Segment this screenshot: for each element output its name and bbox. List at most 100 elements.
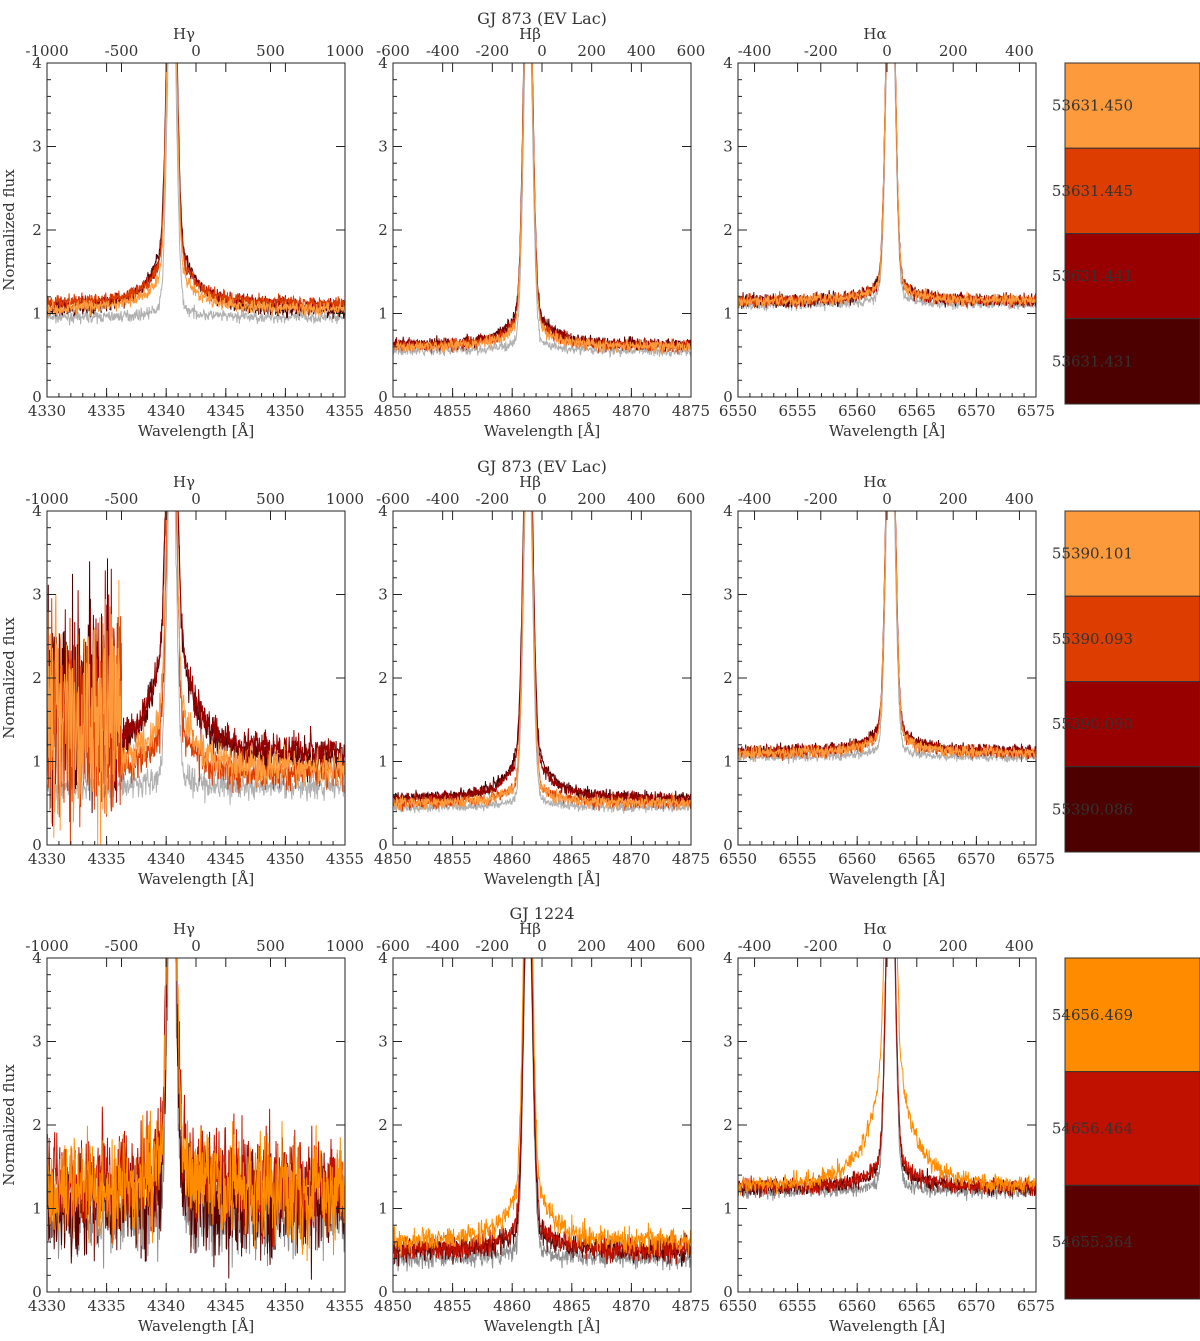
- v-tick-label: -400: [426, 42, 460, 60]
- v-tick-label: -1000: [25, 937, 68, 955]
- y-tick-label: 3: [32, 1033, 42, 1051]
- x-axis-label: Wavelength [Å]: [484, 422, 600, 440]
- v-tick-label: -500: [105, 937, 139, 955]
- y-tick-label: 1: [32, 753, 42, 771]
- v-tick-label: 0: [537, 490, 547, 508]
- x-tick-label: 4335: [88, 850, 126, 868]
- y-tick-label: 0: [723, 1283, 733, 1301]
- spectra: [738, 511, 1036, 765]
- v-tick-label: -400: [738, 490, 772, 508]
- x-tick-label: 6575: [1017, 850, 1055, 868]
- line-name: Hγ: [173, 920, 195, 938]
- v-tick-label: -600: [376, 490, 410, 508]
- y-tick-label: 0: [32, 836, 42, 854]
- spectrum-55390.093: [47, 511, 345, 845]
- spectrum-54656.469: [738, 958, 1036, 1196]
- v-tick-label: 200: [939, 490, 968, 508]
- spectrum-53631.450: [47, 63, 345, 317]
- y-tick-label: 0: [32, 1283, 42, 1301]
- spectra: [47, 958, 345, 1280]
- panel-2-1: 4850 4855 4860 4865 4870 4875 Wavelength [Å] -6…: [374, 920, 710, 1335]
- x-axis-label: Wavelength [Å]: [138, 1317, 254, 1335]
- x-tick-label: 4865: [553, 402, 591, 420]
- y-tick-label: 2: [378, 669, 388, 687]
- v-tick-label: 600: [677, 937, 706, 955]
- row-title: GJ 873 (EV Lac): [477, 457, 607, 476]
- v-tick-label: -600: [376, 937, 410, 955]
- spectrum-53631.445: [47, 63, 345, 311]
- y-tick-label: 4: [378, 949, 388, 967]
- legend-label: 53631.441: [1052, 267, 1133, 285]
- x-axis-label: Wavelength [Å]: [829, 422, 945, 440]
- spectrum-55390.090: [393, 511, 691, 807]
- line-name: Hγ: [173, 25, 195, 43]
- legend-label: 53631.450: [1052, 97, 1133, 115]
- y-tick-label: 3: [378, 1033, 388, 1051]
- row-0: GJ 873 (EV Lac)4330 4335 4340 4345 4350 4355W…: [0, 9, 1200, 440]
- v-tick-label: 0: [191, 490, 201, 508]
- row-title: GJ 1224: [510, 904, 575, 923]
- v-tick-label: 0: [882, 42, 892, 60]
- y-tick-label: 1: [723, 1200, 733, 1218]
- y-tick-label: 3: [378, 586, 388, 604]
- x-tick-label: 4855: [434, 850, 472, 868]
- y-tick-label: 4: [723, 502, 733, 520]
- v-tick-label: 400: [627, 42, 656, 60]
- legend-label: 55390.093: [1052, 630, 1133, 648]
- v-tick-label: 400: [627, 937, 656, 955]
- v-tick-label: -200: [804, 42, 838, 60]
- y-tick-label: 4: [32, 502, 42, 520]
- x-tick-label: 4345: [207, 850, 245, 868]
- axes-frame: [737, 62, 1037, 398]
- y-tick-label: 0: [378, 388, 388, 406]
- v-tick-label: 600: [677, 490, 706, 508]
- x-tick-label: 4865: [553, 850, 591, 868]
- panel-1-0: 4330 4335 4340 4345 4350 4355 Wavelength [Å] -1…: [25, 473, 364, 888]
- axes-frame: [737, 510, 1037, 846]
- y-tick-label: 1: [32, 1200, 42, 1218]
- y-axis-label: Normalized flux: [0, 169, 18, 291]
- x-tick-label: 6550: [719, 1297, 757, 1315]
- v-tick-label: -1000: [25, 490, 68, 508]
- v-tick-label: 0: [191, 937, 201, 955]
- y-tick-label: 1: [378, 1200, 388, 1218]
- x-tick-label: 6560: [838, 402, 876, 420]
- line-name: Hβ: [519, 473, 541, 491]
- x-tick-label: 4355: [326, 850, 364, 868]
- y-tick-label: 3: [378, 138, 388, 156]
- y-tick-label: 2: [723, 669, 733, 687]
- spectrum-54656.469: [393, 958, 691, 1257]
- y-tick-label: 3: [32, 138, 42, 156]
- x-tick-label: 4870: [612, 850, 650, 868]
- v-tick-label: -500: [105, 490, 139, 508]
- x-tick-label: 6555: [779, 402, 817, 420]
- v-tick-label: 1000: [326, 490, 364, 508]
- line-name: Hα: [863, 920, 886, 938]
- x-tick-label: 6555: [779, 1297, 817, 1315]
- v-tick-label: -1000: [25, 42, 68, 60]
- x-tick-label: 4330: [28, 850, 66, 868]
- panel-2-2: 6550 6555 6560 6565 6570 6575 Wavelength [Å] -4…: [719, 920, 1055, 1335]
- legend-label: 53631.445: [1052, 182, 1133, 200]
- y-tick-label: 3: [32, 586, 42, 604]
- v-tick-label: 200: [577, 490, 606, 508]
- x-tick-label: 4335: [88, 1297, 126, 1315]
- x-tick-label: 4330: [28, 402, 66, 420]
- v-tick-label: 1000: [326, 42, 364, 60]
- x-tick-label: 4330: [28, 1297, 66, 1315]
- legend-swatch: [1064, 766, 1200, 853]
- x-tick-label: 4870: [612, 1297, 650, 1315]
- x-axis-label: Wavelength [Å]: [138, 422, 254, 440]
- row-1: GJ 873 (EV Lac)4330 4335 4340 4345 4350 4355W…: [0, 457, 1200, 888]
- x-tick-label: 6575: [1017, 1297, 1055, 1315]
- x-axis-label: Wavelength [Å]: [484, 870, 600, 888]
- legend-swatch: [1064, 595, 1200, 682]
- x-tick-label: 4860: [493, 402, 531, 420]
- v-tick-label: -500: [105, 42, 139, 60]
- y-tick-label: 3: [723, 586, 733, 604]
- x-tick-label: 4870: [612, 402, 650, 420]
- x-tick-label: 4850: [374, 402, 412, 420]
- v-tick-label: -400: [738, 937, 772, 955]
- v-tick-label: 400: [1005, 490, 1034, 508]
